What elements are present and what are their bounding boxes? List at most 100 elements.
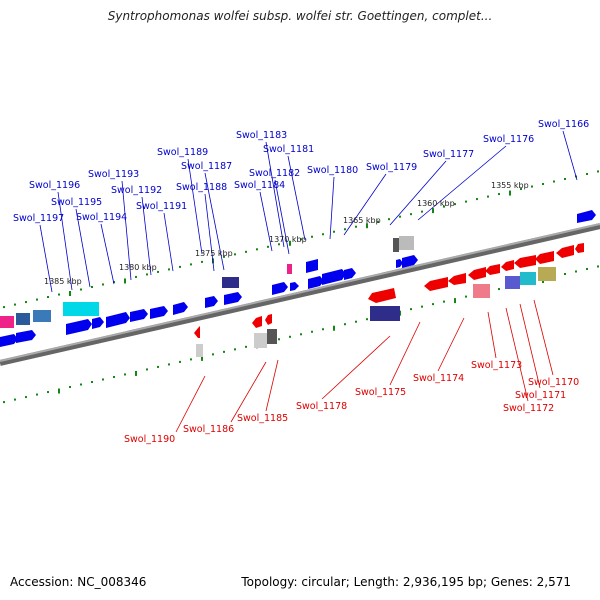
callout-line (533, 299, 554, 376)
gene-label[interactable]: Swol_1192 (111, 185, 162, 196)
gene-label[interactable]: Swol_1182 (249, 168, 300, 179)
scale-label: 1355 kbp (491, 181, 529, 190)
gene-label[interactable]: Swol_1191 (136, 201, 187, 212)
gene-label[interactable]: Swol_1171 (515, 390, 566, 401)
gene-label[interactable]: Swol_1193 (88, 169, 139, 180)
gene-arrow[interactable] (66, 319, 92, 335)
gene-box[interactable] (0, 316, 14, 328)
gene-label[interactable]: Swol_1181 (263, 144, 314, 155)
scale-label: 1365 kbp (343, 216, 381, 225)
gene-label[interactable]: Swol_1197 (13, 213, 64, 224)
gene-box[interactable] (254, 333, 267, 348)
callout-line (437, 317, 465, 372)
gene-label[interactable]: Swol_1195 (51, 197, 102, 208)
gene-arrow[interactable] (92, 317, 104, 329)
gene-arrow[interactable] (535, 251, 554, 264)
gene-arrow[interactable] (514, 255, 536, 268)
callout-line (562, 130, 578, 181)
scale-label: 1375 kbp (195, 249, 233, 258)
gene-arrow[interactable] (396, 259, 403, 268)
gene-arrow[interactable] (290, 282, 299, 291)
gene-arrow[interactable] (306, 259, 318, 273)
gene-arrow[interactable] (556, 245, 574, 258)
gene-label[interactable]: Swol_1194 (76, 212, 127, 223)
gene-label[interactable]: Swol_1189 (157, 147, 208, 158)
gene-label[interactable]: Swol_1177 (423, 149, 474, 160)
gene-arrow[interactable] (205, 296, 218, 308)
gene-box[interactable] (473, 284, 490, 298)
gene-label[interactable]: Swol_1170 (528, 377, 579, 388)
gene-label[interactable]: Swol_1185 (237, 413, 288, 424)
gene-arrow[interactable] (577, 210, 596, 223)
gene-arrow[interactable] (224, 292, 242, 305)
callout-line (274, 179, 290, 255)
gene-box[interactable] (370, 306, 400, 321)
gene-label[interactable]: Swol_1190 (124, 434, 175, 445)
gene-arrow[interactable] (173, 302, 188, 315)
gene-arrow[interactable] (0, 334, 18, 347)
gene-arrow[interactable] (308, 276, 324, 289)
gene-box[interactable] (267, 329, 277, 344)
minus-callout-lines (175, 299, 554, 433)
gene-label[interactable]: Swol_1183 (236, 130, 287, 141)
gene-arrow[interactable] (265, 314, 272, 325)
gene-arrow[interactable] (130, 309, 148, 322)
gene-arrow[interactable] (272, 282, 288, 295)
gene-arrow[interactable] (368, 288, 396, 303)
gene-label[interactable]: Swol_1187 (181, 161, 232, 172)
gene-label[interactable]: Swol_1186 (183, 424, 234, 435)
gene-box[interactable] (287, 264, 292, 274)
gene-arrow[interactable] (106, 312, 130, 328)
gene-box[interactable] (393, 238, 399, 252)
gene-box[interactable] (33, 310, 51, 322)
gene-label[interactable]: Swol_1188 (176, 182, 227, 193)
callout-line (187, 158, 203, 255)
callout-line (175, 375, 206, 433)
callout-line (204, 193, 215, 272)
scale-label: 1380 kbp (119, 263, 157, 272)
gene-label[interactable]: Swol_1173 (471, 360, 522, 371)
gene-arrow[interactable] (448, 273, 466, 285)
scale-labels: 1385 kbp 1380 kbp 1375 kbp 1370 kbp 1365 kbp… (44, 181, 529, 286)
accession-text: Accession: NC_008346 (10, 575, 147, 589)
gene-arrow[interactable] (485, 264, 500, 275)
gene-label[interactable]: Swol_1166 (538, 119, 589, 130)
gene-box[interactable] (505, 276, 520, 289)
gene-box[interactable] (16, 313, 30, 325)
gene-arrow[interactable] (424, 277, 448, 291)
gene-arrow[interactable] (150, 306, 168, 319)
gene-label[interactable]: Swol_1180 (307, 165, 358, 176)
callout-line (141, 196, 152, 276)
gene-box[interactable] (399, 236, 414, 250)
genome-summary: Topology: circular; Length: 2,936,195 bp… (241, 575, 571, 589)
gene-label[interactable]: Swol_1196 (29, 180, 80, 191)
callout-line (204, 172, 225, 271)
gene-arrow[interactable] (501, 260, 514, 271)
gene-arrow[interactable] (252, 316, 262, 328)
gene-box[interactable] (222, 277, 239, 288)
callout-line (519, 303, 541, 389)
gene-arrow[interactable] (322, 269, 346, 285)
callout-line (265, 359, 279, 412)
gene-box[interactable] (520, 272, 536, 285)
gene-arrow[interactable] (194, 326, 200, 338)
callout-line (121, 180, 132, 281)
gene-box[interactable] (63, 302, 99, 316)
gene-arrow[interactable] (468, 267, 486, 280)
callout-line (39, 224, 53, 293)
gene-arrow[interactable] (16, 330, 36, 343)
gene-box[interactable] (196, 344, 203, 357)
gene-label[interactable]: Swol_1184 (234, 180, 285, 191)
gene-box[interactable] (538, 267, 556, 281)
callout-line (57, 191, 73, 291)
gene-label[interactable]: Swol_1175 (355, 387, 406, 398)
gene-label[interactable]: Swol_1176 (483, 134, 534, 145)
callout-line (329, 176, 335, 240)
gene-label[interactable]: Swol_1178 (296, 401, 347, 412)
gene-label[interactable]: Swol_1174 (413, 373, 464, 384)
gene-arrow[interactable] (575, 243, 584, 253)
gene-arrow[interactable] (344, 268, 356, 280)
gene-label[interactable]: Swol_1172 (503, 403, 554, 414)
gene-label[interactable]: Swol_1179 (366, 162, 417, 173)
gene-arrow[interactable] (402, 255, 418, 268)
